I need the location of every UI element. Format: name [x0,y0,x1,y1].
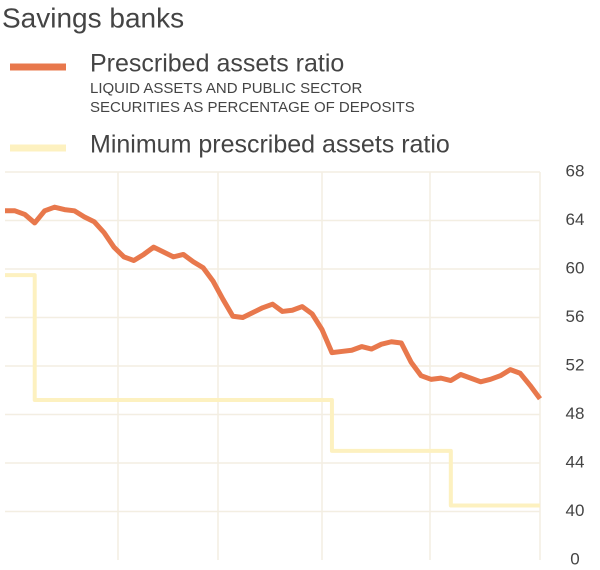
legend-label: Minimum prescribed assets ratio [90,131,450,159]
y-tick-label: 52 [566,355,585,374]
y-tick-label: 68 [566,161,585,180]
y-tick-label: 44 [566,452,585,471]
y-tick-label: 0 [570,549,579,568]
y-tick-label: 60 [566,258,585,277]
chart-title: Savings banks [2,2,184,33]
y-tick-label: 56 [566,307,585,326]
y-tick-label: 40 [566,501,585,520]
series-line [5,204,543,401]
y-tick-label: 48 [566,404,585,423]
series-line [5,273,540,508]
legend-note: SECURITIES AS PERCENTAGE OF DEPOSITS [90,99,415,116]
legend-note: LIQUID ASSETS AND PUBLIC SECTOR [90,80,362,97]
y-tick-label: 64 [566,210,585,229]
legend-label: Prescribed assets ratio [90,50,344,78]
